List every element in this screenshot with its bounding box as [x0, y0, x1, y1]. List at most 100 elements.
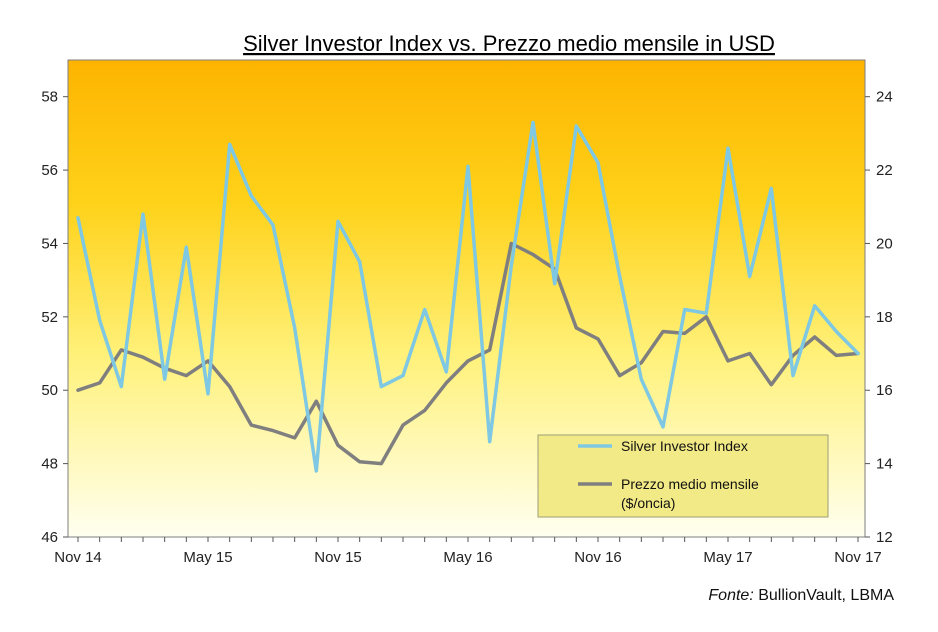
data-point-silver-investor-index: [813, 304, 816, 307]
source-note: Fonte: BullionVault, LBMA: [708, 587, 894, 605]
data-point-silver-investor-index: [683, 308, 686, 311]
data-point-silver-investor-index: [401, 374, 405, 377]
data-point-silver-investor-index: [76, 216, 80, 219]
left-tick-label: 58: [41, 89, 58, 106]
x-tick-label: May 15: [183, 549, 232, 566]
data-point-silver-investor-index: [380, 385, 383, 388]
data-point-silver-investor-index: [835, 330, 838, 333]
data-point-prezzo-medio-mensile-oncia: [596, 337, 600, 341]
x-tick-label: Nov 17: [834, 549, 882, 566]
left-tick-label: 46: [41, 529, 58, 546]
legend-label-unit: ($/oncia): [621, 495, 675, 511]
series-layer: [76, 120, 860, 473]
data-point-prezzo-medio-mensile-oncia: [705, 315, 708, 318]
data-point-prezzo-medio-mensile-oncia: [76, 389, 80, 392]
data-point-silver-investor-index: [250, 194, 253, 197]
x-tick-label: May 17: [703, 549, 752, 566]
source-label: Fonte:: [708, 587, 754, 604]
data-point-silver-investor-index: [141, 212, 145, 216]
left-tick-label: 52: [41, 309, 58, 326]
data-point-prezzo-medio-mensile-oncia: [575, 326, 578, 330]
right-tick-label: 20: [876, 235, 893, 252]
legend-box: [537, 434, 829, 518]
right-tick-label: 16: [876, 382, 893, 399]
data-point-silver-investor-index: [445, 370, 448, 374]
data-point-silver-investor-index: [488, 440, 491, 443]
right-tick-label: 18: [876, 309, 893, 326]
data-point-silver-investor-index: [553, 282, 556, 285]
data-point-silver-investor-index: [791, 374, 795, 377]
left-tick-label: 56: [41, 162, 58, 179]
data-point-prezzo-medio-mensile-oncia: [813, 335, 816, 339]
data-point-prezzo-medio-mensile-oncia: [206, 359, 210, 363]
data-point-prezzo-medio-mensile-oncia: [618, 374, 621, 377]
data-point-silver-investor-index: [510, 264, 513, 267]
x-tick-label: May 16: [443, 549, 492, 566]
data-point-prezzo-medio-mensile-oncia: [185, 374, 188, 377]
data-point-silver-investor-index: [98, 319, 101, 322]
data-point-prezzo-medio-mensile-oncia: [380, 462, 383, 465]
data-point-prezzo-medio-mensile-oncia: [683, 332, 686, 335]
data-point-prezzo-medio-mensile-oncia: [141, 356, 145, 359]
data-point-prezzo-medio-mensile-oncia: [98, 381, 101, 385]
data-point-prezzo-medio-mensile-oncia: [445, 381, 448, 385]
data-point-silver-investor-index: [770, 187, 773, 190]
data-point-silver-investor-index: [531, 121, 535, 124]
data-point-prezzo-medio-mensile-oncia: [336, 444, 340, 447]
data-point-silver-investor-index: [640, 378, 643, 381]
data-point-silver-investor-index: [163, 378, 166, 381]
data-point-prezzo-medio-mensile-oncia: [531, 253, 535, 256]
data-point-silver-investor-index: [358, 260, 361, 263]
left-tick-label: 54: [41, 235, 58, 252]
data-point-prezzo-medio-mensile-oncia: [315, 400, 318, 403]
data-point-prezzo-medio-mensile-oncia: [748, 352, 751, 355]
data-point-prezzo-medio-mensile-oncia: [120, 348, 123, 352]
data-point-silver-investor-index: [185, 245, 188, 249]
left-tick-label: 48: [41, 456, 58, 473]
right-tick-label: 24: [876, 89, 893, 106]
data-point-silver-investor-index: [271, 223, 275, 227]
legend-label-silver-investor-index: Silver Investor Index: [621, 438, 748, 454]
data-point-silver-investor-index: [336, 220, 340, 223]
data-point-prezzo-medio-mensile-oncia: [835, 354, 838, 357]
data-point-silver-investor-index: [120, 385, 123, 388]
axes: 46 48 50 52 54 56 58 12 14 16 18 20 22 24 Nov 14 May 15…: [41, 89, 892, 566]
data-point-silver-investor-index: [228, 143, 231, 146]
x-tick-label: Nov 15: [314, 549, 362, 566]
data-point-prezzo-medio-mensile-oncia: [401, 423, 405, 427]
data-point-silver-investor-index: [661, 425, 665, 429]
data-point-prezzo-medio-mensile-oncia: [770, 383, 773, 386]
legend: Silver Investor Index Prezzo medio mensi…: [537, 434, 829, 518]
data-point-prezzo-medio-mensile-oncia: [661, 330, 665, 333]
legend-label-prezzo-medio: Prezzo medio mensile: [621, 476, 759, 492]
data-point-prezzo-medio-mensile-oncia: [358, 460, 361, 463]
data-point-silver-investor-index: [726, 146, 730, 150]
data-point-silver-investor-index: [705, 312, 708, 315]
data-point-prezzo-medio-mensile-oncia: [271, 429, 275, 432]
data-point-silver-investor-index: [206, 392, 210, 396]
data-point-prezzo-medio-mensile-oncia: [423, 409, 426, 412]
right-tick-label: 22: [876, 162, 893, 179]
data-point-silver-investor-index: [423, 308, 426, 311]
data-point-prezzo-medio-mensile-oncia: [466, 359, 470, 363]
right-tick-label: 12: [876, 529, 893, 546]
data-point-silver-investor-index: [293, 326, 296, 330]
data-point-silver-investor-index: [856, 352, 860, 355]
right-tick-label: 14: [876, 456, 893, 473]
data-point-prezzo-medio-mensile-oncia: [488, 348, 491, 352]
left-tick-label: 50: [41, 382, 58, 399]
data-point-prezzo-medio-mensile-oncia: [640, 361, 643, 364]
data-point-silver-investor-index: [596, 161, 600, 164]
x-tick-label: Nov 16: [574, 549, 622, 566]
data-point-prezzo-medio-mensile-oncia: [726, 359, 730, 363]
data-point-prezzo-medio-mensile-oncia: [510, 242, 513, 245]
chart-title: Silver Investor Index vs. Prezzo medio m…: [243, 31, 775, 56]
source-text: BullionVault, LBMA: [758, 587, 894, 604]
data-point-silver-investor-index: [315, 469, 318, 473]
x-tick-label: Nov 14: [54, 549, 102, 566]
data-point-prezzo-medio-mensile-oncia: [293, 436, 296, 440]
data-point-silver-investor-index: [466, 165, 470, 168]
data-point-silver-investor-index: [618, 275, 621, 278]
data-point-silver-investor-index: [748, 275, 751, 278]
